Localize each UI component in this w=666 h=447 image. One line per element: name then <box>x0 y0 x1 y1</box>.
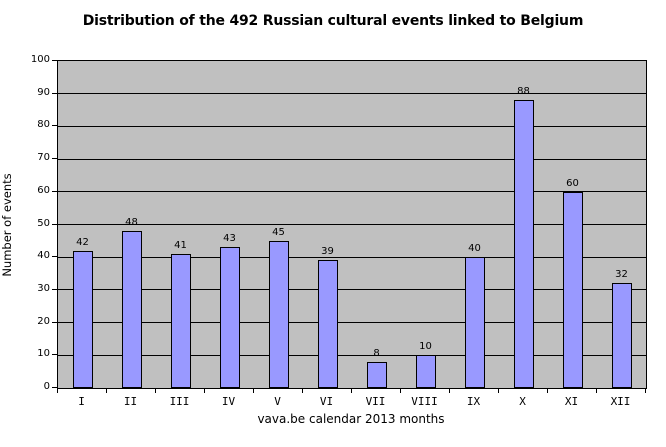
x-tick-label: III <box>169 395 190 408</box>
y-tick-mark <box>52 387 58 388</box>
bar-value-label: 40 <box>468 243 481 255</box>
y-tick-label: 0 <box>43 381 50 392</box>
x-tick-label: II <box>123 395 138 408</box>
bar-value-label: 42 <box>76 236 89 248</box>
bar-value-label: 88 <box>517 86 530 98</box>
bar <box>562 191 583 388</box>
y-tick-mark <box>52 158 58 160</box>
y-tick-label: 20 <box>37 315 50 327</box>
x-tick-mark <box>155 388 156 393</box>
x-tick-label: XII <box>610 395 631 408</box>
x-tick-mark <box>449 388 450 393</box>
x-tick-label: IV <box>221 395 236 408</box>
bar <box>72 250 93 388</box>
y-tick-mark <box>52 190 58 192</box>
x-tick-label: VIII <box>411 395 438 408</box>
y-tick-label: 70 <box>37 152 50 164</box>
bar <box>121 231 142 388</box>
bar <box>268 240 289 388</box>
bar-value-label: 39 <box>321 246 334 258</box>
y-tick-label: 50 <box>37 217 50 229</box>
bar-value-label: 43 <box>223 233 236 245</box>
y-tick-label: 10 <box>37 348 50 360</box>
x-tick-mark <box>57 388 58 393</box>
bar <box>464 257 485 388</box>
bar-value-label: 45 <box>272 226 285 238</box>
x-tick-mark <box>400 388 401 393</box>
bar-value-label: 60 <box>566 177 579 189</box>
y-tick-mark <box>52 288 58 290</box>
bar-value-label: 48 <box>125 217 138 229</box>
bar <box>415 355 436 388</box>
y-tick-label: 80 <box>37 119 50 131</box>
gridline <box>58 289 646 291</box>
y-tick-mark <box>52 354 58 356</box>
gridline <box>58 125 646 127</box>
y-tick-label: 30 <box>37 282 50 294</box>
gridline <box>58 256 646 258</box>
x-tick-mark <box>596 388 597 393</box>
gridline <box>58 191 646 193</box>
bar-value-label: 41 <box>174 239 187 251</box>
gridline <box>58 322 646 324</box>
y-tick-mark <box>52 92 58 94</box>
x-tick-mark <box>253 388 254 393</box>
y-axis-title: Number of events <box>0 173 14 277</box>
x-tick-label: XI <box>564 395 579 408</box>
x-tick-mark <box>645 388 646 393</box>
bar <box>513 100 534 388</box>
y-tick-label: 90 <box>37 86 50 98</box>
gridline <box>58 158 646 160</box>
x-tick-mark <box>106 388 107 393</box>
bar <box>317 260 338 388</box>
x-tick-label: IX <box>466 395 481 408</box>
bar <box>366 361 387 388</box>
chart-title: Distribution of the 492 Russian cultural… <box>82 13 584 29</box>
bar <box>170 253 191 388</box>
y-tick-mark <box>52 321 58 323</box>
x-tick-label: I <box>78 395 85 408</box>
x-axis-title: vava.be calendar 2013 months <box>257 412 445 426</box>
bar-value-label: 10 <box>419 341 432 353</box>
x-tick-mark <box>498 388 499 393</box>
plot-area: 42 48 41 43 45 39 8 10 40 88 60 32 <box>57 60 647 389</box>
bar <box>219 247 240 388</box>
x-tick-mark <box>547 388 548 393</box>
gridline <box>58 93 646 95</box>
y-tick-label: 40 <box>37 250 50 262</box>
x-tick-mark <box>351 388 352 393</box>
bar-value-label: 32 <box>615 269 628 281</box>
y-tick-mark <box>52 223 58 225</box>
y-tick-label: 60 <box>37 184 50 196</box>
bar-value-label: 8 <box>373 347 380 359</box>
gridline <box>58 354 646 356</box>
x-tick-label: V <box>274 395 281 408</box>
y-tick-label: 100 <box>30 54 50 65</box>
y-tick-mark <box>52 60 58 61</box>
x-tick-label: VII <box>365 395 386 408</box>
x-tick-label: X <box>519 395 526 408</box>
y-tick-mark <box>52 125 58 127</box>
bar <box>611 283 632 388</box>
gridline <box>58 224 646 225</box>
x-tick-label: VI <box>319 395 334 408</box>
x-tick-mark <box>302 388 303 393</box>
x-tick-mark <box>204 388 205 393</box>
y-tick-mark <box>52 256 58 258</box>
